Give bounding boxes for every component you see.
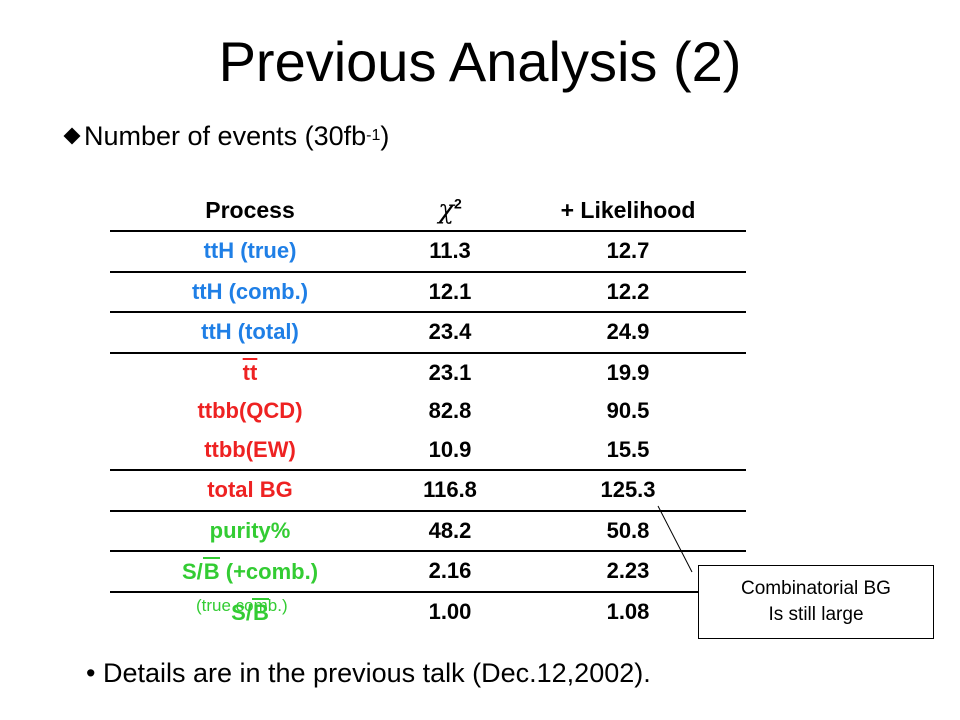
process-cell: ttH (comb.) — [191, 278, 309, 304]
process-cell: total BG — [110, 470, 390, 512]
bullet-close: ) — [380, 121, 390, 151]
chi2-cell: 23.4 — [390, 312, 510, 354]
likelihood-cell: 19.9 — [606, 359, 650, 385]
table-row: purity% 48.2 50.8 — [110, 510, 746, 552]
table-row: ttbb(EW) 10.9 15.5 — [110, 430, 746, 471]
chi2-cell: 116.8 — [390, 470, 510, 512]
chi-symbol: χ — [438, 195, 454, 225]
process-cell: ttbb(QCD) — [197, 398, 303, 424]
chi2-cell: 10.9 — [390, 430, 510, 471]
bullet-number-of-events: Number of events (30fb -1) — [63, 118, 390, 154]
table-row: ttH (total) 23.4 24.9 — [110, 312, 746, 354]
process-cell: S/B — [110, 592, 390, 632]
combinatorial-bg-callout: Combinatorial BG Is still large — [698, 565, 934, 639]
table-row: total BG 116.8 125.3 — [110, 470, 746, 512]
likelihood-cell: 12.7 — [510, 231, 746, 273]
chi2-cell: 2.16 — [390, 551, 510, 593]
chi2-cell: 12.1 — [428, 278, 472, 304]
process-tt-text: tt — [242, 359, 258, 385]
table-row: ttH (true) 11.3 12.7 — [110, 231, 746, 273]
table-header-row: Process χ2 + Likelihood — [110, 190, 746, 231]
bullet-text: Number of events (30fb — [84, 121, 367, 151]
callout-line-1: Combinatorial BG — [741, 578, 891, 599]
process-cell: S/B (+comb.) — [110, 551, 390, 593]
true-comb-note: (true comb.) — [196, 596, 288, 615]
process-cell: ttH (true) — [110, 231, 390, 273]
likelihood-cell: 15.5 — [510, 430, 746, 471]
footer-note: • Details are in the previous talk (Dec.… — [86, 658, 651, 688]
sqrt-b: B — [202, 557, 220, 585]
events-table: Process χ2 + Likelihood ttH (true) 11.3 … — [110, 190, 746, 631]
bullet-superscript: -1 — [366, 127, 381, 144]
process-cell: ttH (total) — [110, 312, 390, 354]
likelihood-cell: 24.9 — [510, 312, 746, 354]
process-cell: tt — [110, 353, 390, 393]
chi2-cell: 48.2 — [390, 510, 510, 552]
chi-power: 2 — [453, 195, 462, 212]
table-row: tt 23.1 19.9 — [110, 353, 746, 393]
likelihood-cell: 125.3 — [510, 470, 746, 512]
table-row: S/B (+comb.) 2.16 2.23 — [110, 551, 746, 593]
header-likelihood: + Likelihood — [560, 196, 696, 223]
process-s-prefix: S/ — [181, 559, 203, 585]
table-row: S/B 1.00 1.08 — [110, 592, 746, 632]
process-s-prefix: S/ — [231, 599, 252, 625]
chi2-cell: 11.3 — [390, 231, 510, 273]
table-row: ttbb(QCD) 82.8 90.5 — [110, 392, 746, 431]
header-process: Process — [205, 196, 295, 223]
slide-title: Previous Analysis (2) — [218, 30, 742, 93]
callout-line-2: Is still large — [768, 604, 864, 625]
likelihood-cell: 12.2 — [606, 278, 650, 304]
likelihood-cell: 1.08 — [606, 598, 650, 624]
process-suffix: (+comb.) — [219, 559, 319, 585]
likelihood-cell: 50.8 — [510, 510, 746, 552]
sqrt-b: B — [251, 597, 269, 625]
header-chi2: χ2 — [390, 190, 510, 231]
process-cell: purity% — [110, 510, 390, 552]
likelihood-cell: 90.5 — [606, 398, 650, 424]
chi2-cell: 82.8 — [428, 398, 472, 424]
chi2-cell: 1.00 — [428, 598, 472, 624]
chi2-cell: 23.1 — [428, 359, 472, 385]
table-row: ttH (comb.) 12.1 12.2 — [110, 272, 746, 313]
process-cell: ttbb(EW) — [110, 430, 390, 471]
